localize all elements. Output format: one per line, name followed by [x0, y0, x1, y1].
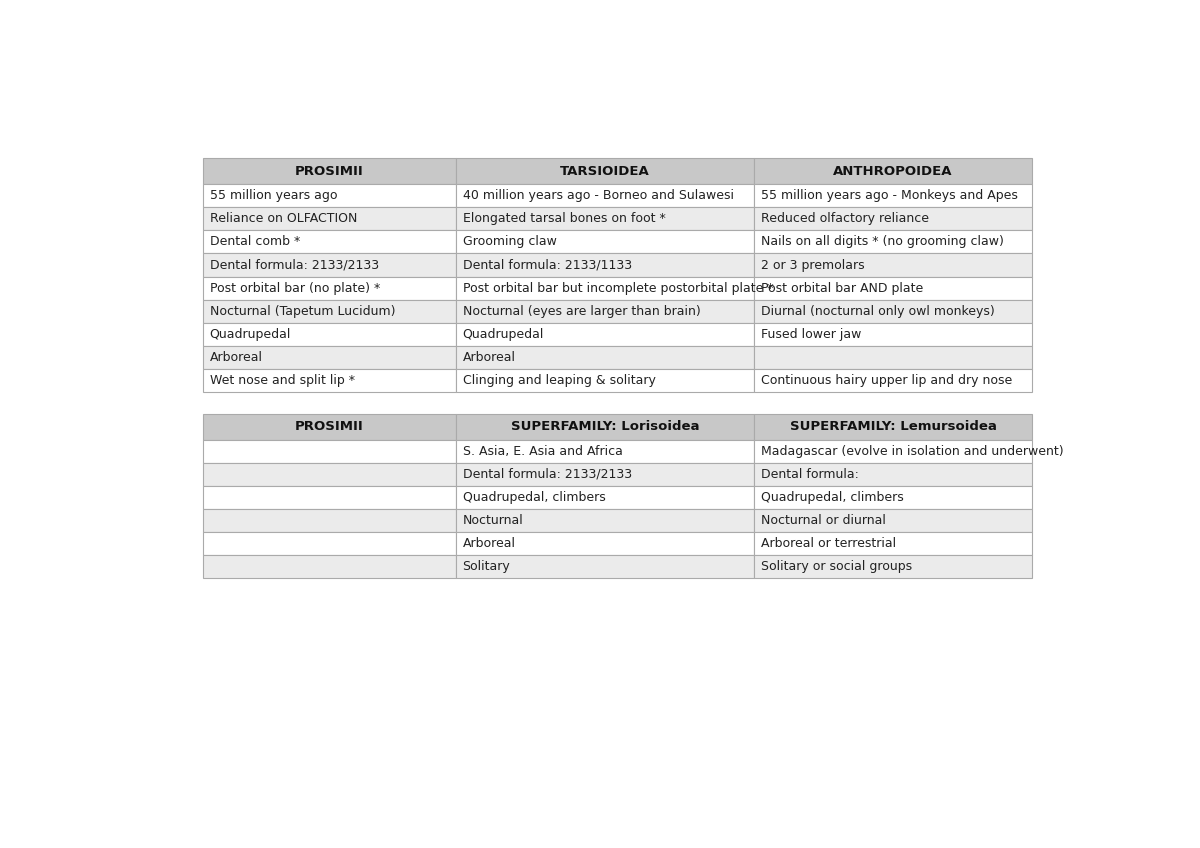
Bar — [754, 254, 1032, 276]
Bar — [754, 509, 1032, 533]
Text: Diurnal (nocturnal only owl monkeys): Diurnal (nocturnal only owl monkeys) — [761, 304, 995, 318]
Text: Arboreal: Arboreal — [210, 351, 263, 364]
Bar — [203, 346, 456, 369]
Bar — [203, 207, 456, 231]
Bar — [203, 414, 456, 440]
Text: TARSIOIDEA: TARSIOIDEA — [560, 165, 649, 177]
Bar — [203, 254, 456, 276]
Text: PROSIMII: PROSIMII — [295, 421, 364, 433]
Bar — [456, 299, 754, 323]
Bar — [203, 533, 456, 555]
Bar — [456, 414, 754, 440]
Bar — [203, 323, 456, 346]
Text: Quadrupedal, climbers: Quadrupedal, climbers — [462, 491, 605, 504]
Text: Nocturnal (eyes are larger than brain): Nocturnal (eyes are larger than brain) — [462, 304, 701, 318]
Bar — [203, 184, 456, 207]
Bar — [754, 346, 1032, 369]
Bar — [456, 207, 754, 231]
Text: Nocturnal or diurnal: Nocturnal or diurnal — [761, 514, 886, 527]
Bar — [456, 276, 754, 299]
Text: PROSIMII: PROSIMII — [295, 165, 364, 177]
Text: Arboreal: Arboreal — [462, 538, 516, 550]
Text: Post orbital bar (no plate) *: Post orbital bar (no plate) * — [210, 282, 380, 294]
Bar — [203, 509, 456, 533]
Bar — [203, 276, 456, 299]
Text: 55 million years ago: 55 million years ago — [210, 189, 337, 202]
Text: Reduced olfactory reliance: Reduced olfactory reliance — [761, 212, 929, 226]
Bar — [203, 158, 456, 184]
Bar — [754, 158, 1032, 184]
Text: Quadrupedal: Quadrupedal — [210, 328, 292, 341]
Bar — [754, 414, 1032, 440]
Text: 2 or 3 premolars: 2 or 3 premolars — [761, 259, 865, 271]
Text: S. Asia, E. Asia and Africa: S. Asia, E. Asia and Africa — [462, 445, 623, 458]
Text: ANTHROPOIDEA: ANTHROPOIDEA — [833, 165, 953, 177]
Bar — [754, 486, 1032, 509]
Text: Arboreal or terrestrial: Arboreal or terrestrial — [761, 538, 896, 550]
Text: Nails on all digits * (no grooming claw): Nails on all digits * (no grooming claw) — [761, 236, 1004, 248]
Text: Grooming claw: Grooming claw — [462, 236, 557, 248]
Text: 40 million years ago - Borneo and Sulawesi: 40 million years ago - Borneo and Sulawe… — [462, 189, 733, 202]
Text: SUPERFAMILY: Lorisoidea: SUPERFAMILY: Lorisoidea — [511, 421, 700, 433]
Text: Post orbital bar but incomplete postorbital plate *: Post orbital bar but incomplete postorbi… — [462, 282, 773, 294]
Bar — [456, 254, 754, 276]
Bar — [754, 555, 1032, 578]
Bar — [456, 440, 754, 463]
Bar — [754, 207, 1032, 231]
Text: Fused lower jaw: Fused lower jaw — [761, 328, 862, 341]
Bar — [203, 231, 456, 254]
Bar — [754, 184, 1032, 207]
Bar — [754, 323, 1032, 346]
Text: Quadrupedal: Quadrupedal — [462, 328, 544, 341]
Bar — [456, 231, 754, 254]
Text: Dental formula: 2133/2133: Dental formula: 2133/2133 — [210, 259, 379, 271]
Text: Dental formula:: Dental formula: — [761, 468, 859, 481]
Text: Wet nose and split lip *: Wet nose and split lip * — [210, 374, 355, 387]
Text: Madagascar (evolve in isolation and underwent): Madagascar (evolve in isolation and unde… — [761, 445, 1063, 458]
Bar — [754, 463, 1032, 486]
Text: Solitary or social groups: Solitary or social groups — [761, 561, 912, 573]
Bar — [456, 369, 754, 392]
Text: Dental formula: 2133/1133: Dental formula: 2133/1133 — [462, 259, 631, 271]
Bar — [456, 184, 754, 207]
Text: Elongated tarsal bones on foot *: Elongated tarsal bones on foot * — [462, 212, 665, 226]
Bar — [456, 486, 754, 509]
Text: Nocturnal (Tapetum Lucidum): Nocturnal (Tapetum Lucidum) — [210, 304, 395, 318]
Text: Reliance on OLFACTION: Reliance on OLFACTION — [210, 212, 358, 226]
Bar — [456, 533, 754, 555]
Text: Dental formula: 2133/2133: Dental formula: 2133/2133 — [462, 468, 631, 481]
Text: Quadrupedal, climbers: Quadrupedal, climbers — [761, 491, 904, 504]
Text: Solitary: Solitary — [462, 561, 510, 573]
Text: Clinging and leaping & solitary: Clinging and leaping & solitary — [462, 374, 655, 387]
Text: Arboreal: Arboreal — [462, 351, 516, 364]
Bar — [456, 346, 754, 369]
Bar — [754, 231, 1032, 254]
Bar — [203, 299, 456, 323]
Bar — [203, 463, 456, 486]
Text: SUPERFAMILY: Lemursoidea: SUPERFAMILY: Lemursoidea — [790, 421, 996, 433]
Text: Post orbital bar AND plate: Post orbital bar AND plate — [761, 282, 923, 294]
Text: Nocturnal: Nocturnal — [462, 514, 523, 527]
Text: Dental comb *: Dental comb * — [210, 236, 300, 248]
Bar — [203, 440, 456, 463]
Text: 55 million years ago - Monkeys and Apes: 55 million years ago - Monkeys and Apes — [761, 189, 1018, 202]
Bar — [456, 323, 754, 346]
Bar — [203, 369, 456, 392]
Text: Continuous hairy upper lip and dry nose: Continuous hairy upper lip and dry nose — [761, 374, 1013, 387]
Bar — [754, 276, 1032, 299]
Bar — [456, 463, 754, 486]
Bar — [754, 440, 1032, 463]
Bar — [456, 509, 754, 533]
Bar — [754, 299, 1032, 323]
Bar — [456, 158, 754, 184]
Bar — [456, 555, 754, 578]
Bar — [203, 555, 456, 578]
Bar — [203, 486, 456, 509]
Bar — [754, 533, 1032, 555]
Bar — [754, 369, 1032, 392]
